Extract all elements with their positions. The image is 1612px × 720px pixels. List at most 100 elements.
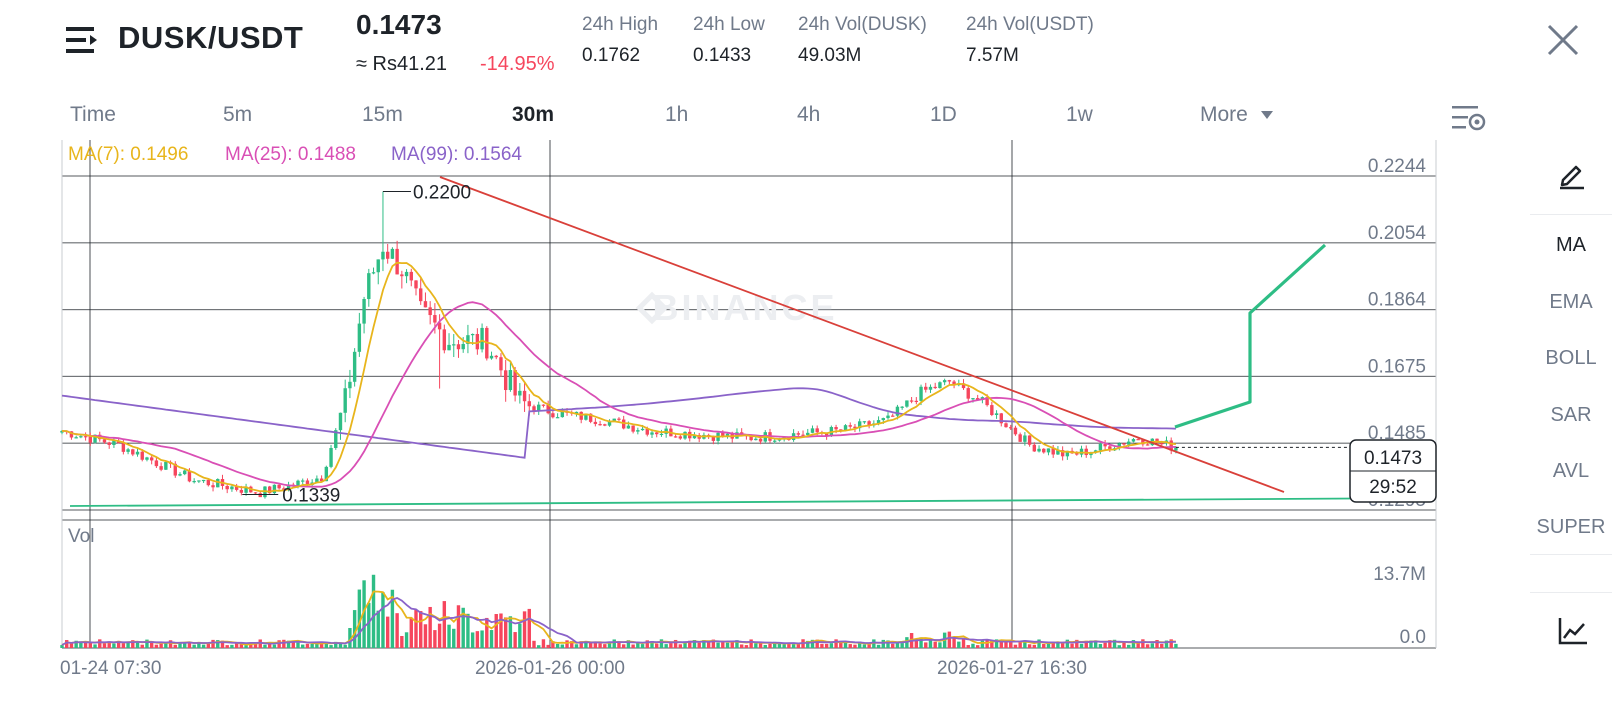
candle-body bbox=[909, 400, 914, 402]
ma99-legend: MA(99): 0.1564 bbox=[391, 144, 522, 165]
volume-bar bbox=[994, 639, 999, 648]
tab-1w[interactable]: 1w bbox=[1066, 103, 1093, 126]
pencil-icon[interactable] bbox=[1557, 160, 1587, 190]
stat-24h-vol-base-label: 24h Vol(DUSK) bbox=[798, 14, 927, 35]
tab-5m[interactable]: 5m bbox=[223, 103, 253, 126]
volume-bar bbox=[853, 644, 857, 648]
candle-body bbox=[253, 492, 258, 494]
indicator-boll[interactable]: BOLL bbox=[1545, 347, 1597, 369]
candle-body bbox=[371, 272, 376, 274]
candle-body bbox=[1056, 450, 1060, 455]
candle-body bbox=[857, 421, 862, 429]
candle-body bbox=[673, 436, 678, 438]
volume-bar bbox=[216, 640, 220, 648]
candle-body bbox=[69, 431, 74, 438]
chart-settings-icon[interactable] bbox=[1452, 103, 1486, 133]
candle-body bbox=[475, 333, 480, 350]
volume-bar bbox=[924, 642, 928, 648]
candle-body bbox=[296, 480, 300, 486]
candle-body bbox=[1136, 439, 1140, 441]
candlestick-chart[interactable]: 0.22440.20540.18640.16750.14850.129513.7… bbox=[0, 140, 1530, 720]
candle-body bbox=[1004, 423, 1008, 428]
candle-body bbox=[683, 431, 687, 439]
candle-body bbox=[905, 400, 909, 407]
stat-24h-vol-quote-label: 24h Vol(USDT) bbox=[966, 14, 1094, 35]
candle-body bbox=[352, 351, 357, 382]
tab-more[interactable]: More bbox=[1200, 103, 1274, 127]
volume-bar bbox=[574, 644, 579, 648]
volume-bar bbox=[357, 589, 362, 648]
volume-bar bbox=[98, 639, 102, 648]
volume-bar bbox=[499, 613, 503, 648]
volume-bar bbox=[1042, 643, 1046, 648]
candle-body bbox=[1009, 427, 1013, 429]
sidebar-divider bbox=[1530, 554, 1612, 555]
volume-bar bbox=[475, 631, 480, 648]
candle-body bbox=[282, 488, 286, 490]
candle-body bbox=[452, 344, 456, 346]
candle-body bbox=[824, 433, 829, 437]
candle-body bbox=[938, 382, 942, 389]
projection-path bbox=[1174, 243, 1327, 429]
volume-bar bbox=[1093, 640, 1098, 648]
support-trendline bbox=[69, 497, 1437, 507]
chart-labels: 0.2200 0.1339 bbox=[242, 182, 471, 507]
volume-bar bbox=[777, 642, 782, 648]
volume-bar bbox=[857, 641, 862, 648]
volume-bar bbox=[1032, 644, 1037, 648]
tab-1d[interactable]: 1D bbox=[930, 103, 957, 126]
tab-1h[interactable]: 1h bbox=[665, 103, 689, 126]
volume-bar bbox=[1046, 643, 1051, 648]
candle-body bbox=[876, 420, 881, 424]
indicator-super[interactable]: SUPER bbox=[1536, 516, 1606, 538]
indicator-ema[interactable]: EMA bbox=[1549, 291, 1593, 313]
candle-body bbox=[503, 370, 508, 391]
chart-line-icon[interactable] bbox=[1557, 616, 1589, 646]
candle-body bbox=[192, 480, 196, 483]
candle-body bbox=[914, 400, 919, 403]
tab-15m[interactable]: 15m bbox=[362, 103, 403, 126]
candle-body bbox=[607, 420, 612, 426]
indicator-ma[interactable]: MA bbox=[1556, 234, 1586, 256]
volume-bar bbox=[400, 635, 404, 648]
close-icon[interactable] bbox=[1545, 22, 1581, 58]
volume-bar bbox=[1131, 640, 1136, 648]
timeframe-bar: Time 5m 15m 30m 1h 4h 1D 1w More bbox=[0, 95, 1500, 140]
volume-bar bbox=[815, 639, 819, 648]
volume-bar bbox=[839, 641, 843, 648]
volume-bar bbox=[225, 645, 229, 648]
volume-bar bbox=[1160, 643, 1164, 648]
volume-bar bbox=[570, 641, 574, 648]
volume-bar bbox=[1060, 642, 1065, 648]
volume-bar bbox=[65, 640, 69, 648]
indicator-avl[interactable]: AVL bbox=[1552, 460, 1590, 482]
volume-bar bbox=[579, 641, 583, 648]
trading-pair[interactable]: DUSK/USDT bbox=[118, 20, 304, 55]
volume-bar bbox=[961, 639, 966, 648]
candle-body bbox=[1065, 450, 1070, 457]
volume-bar bbox=[1027, 644, 1032, 648]
volume-bar bbox=[1155, 640, 1159, 648]
tab-4h[interactable]: 4h bbox=[797, 103, 821, 126]
tab-time[interactable]: Time bbox=[70, 103, 116, 126]
volume-bar bbox=[593, 642, 598, 648]
candle-body bbox=[1117, 443, 1121, 449]
candle-body bbox=[1042, 448, 1046, 453]
volume-bar bbox=[315, 642, 319, 648]
indicator-sidebar: MA EMA BOLL SAR AVL SUPER bbox=[1530, 140, 1612, 720]
indicator-sar[interactable]: SAR bbox=[1550, 404, 1592, 426]
volume-bar bbox=[220, 640, 225, 648]
candle-body bbox=[334, 430, 338, 448]
tab-30m[interactable]: 30m bbox=[512, 103, 555, 126]
candle-body bbox=[135, 451, 140, 455]
volume-bar bbox=[102, 643, 107, 648]
volume-bar bbox=[338, 642, 343, 648]
volume-bar bbox=[201, 644, 206, 648]
candle-body bbox=[603, 424, 607, 426]
candle-body bbox=[244, 486, 248, 493]
candle-body bbox=[1131, 439, 1136, 442]
menu-icon[interactable] bbox=[66, 25, 100, 55]
volume-bar bbox=[739, 644, 744, 648]
volume-bar bbox=[395, 613, 399, 648]
volume-bar bbox=[806, 640, 810, 648]
